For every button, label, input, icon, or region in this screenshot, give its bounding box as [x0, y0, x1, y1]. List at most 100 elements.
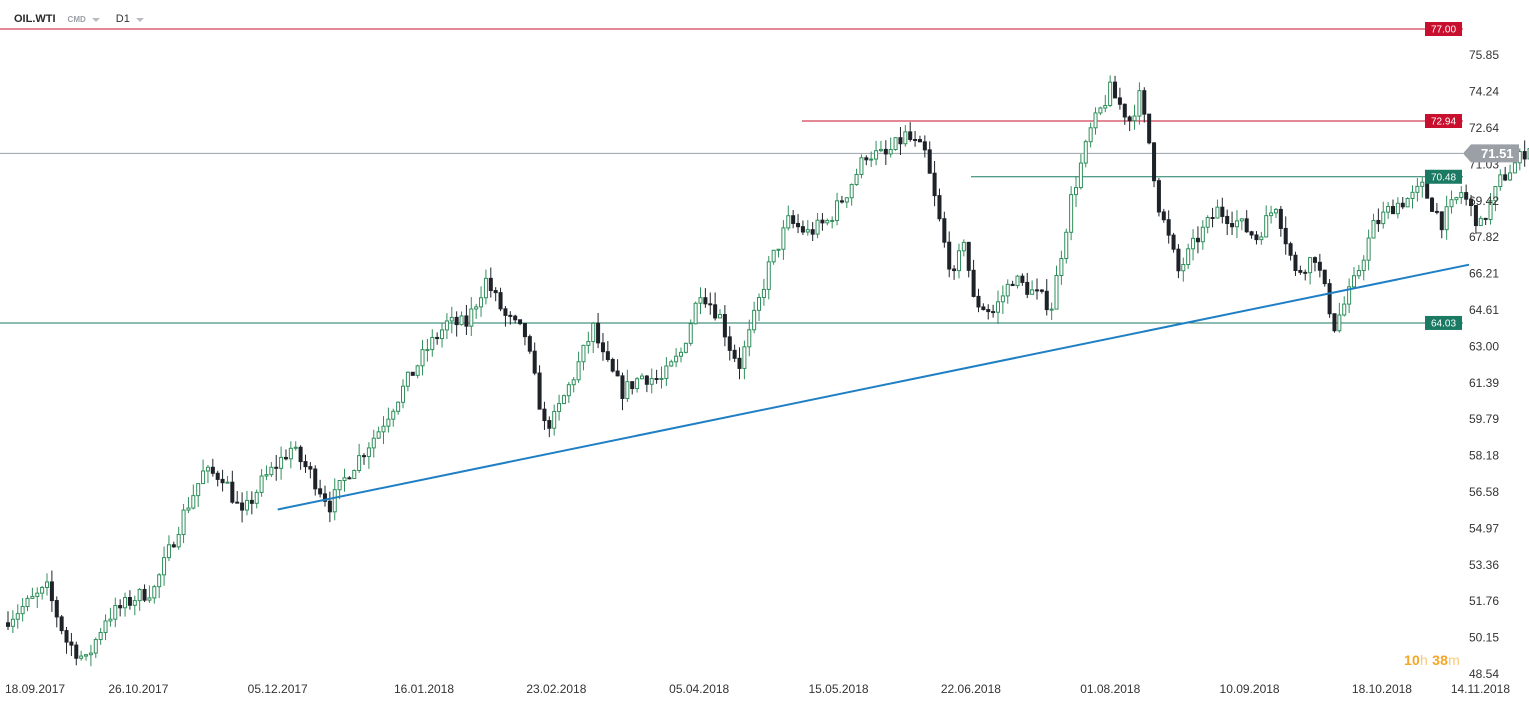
candle-body — [947, 241, 952, 270]
candle-body — [1317, 261, 1322, 271]
time-axis[interactable]: 18.09.2017 26.10.2017 05.12.2017 16.01.2018… — [5, 682, 1510, 696]
candle — [405, 371, 410, 392]
candle-body — [688, 323, 693, 344]
candle — [1039, 289, 1044, 294]
candle-body — [327, 500, 332, 513]
y-tick-label: 59.79 — [1469, 412, 1499, 426]
candle-body — [137, 588, 142, 602]
candle-body — [727, 336, 732, 351]
symbol-label[interactable]: OIL.WTI — [14, 13, 56, 25]
candle-body — [15, 613, 20, 620]
x-tick-label: 23.02.2018 — [526, 682, 586, 696]
level-tag: 64.03 — [1425, 315, 1462, 330]
candle-body — [357, 455, 362, 471]
candle — [386, 407, 391, 433]
candle-body — [410, 371, 415, 376]
candle-body — [805, 229, 810, 233]
candle-body — [1342, 303, 1347, 316]
candle-body — [1303, 271, 1308, 274]
candle — [10, 610, 15, 633]
candle — [1093, 107, 1098, 135]
candle — [1386, 202, 1391, 219]
candle — [498, 287, 503, 312]
candle-body — [1059, 257, 1064, 276]
candle — [225, 475, 230, 484]
candle-body — [1464, 192, 1469, 200]
candle — [1205, 215, 1210, 234]
candle — [98, 627, 103, 645]
candle-body — [1420, 181, 1425, 187]
candle — [903, 125, 908, 147]
candle-body — [10, 618, 15, 627]
candle — [342, 468, 347, 492]
candle-body — [230, 481, 235, 503]
candle — [157, 573, 162, 599]
candle — [854, 168, 859, 186]
trendline-layer[interactable] — [277, 263, 1470, 511]
candle-body — [35, 592, 40, 597]
candle-countdown: 10h 38m — [1404, 652, 1460, 668]
candle — [127, 590, 132, 610]
candle — [600, 333, 605, 361]
candle — [956, 243, 961, 279]
candle — [1444, 195, 1449, 240]
candle-body — [1074, 187, 1079, 196]
candle-body — [449, 316, 454, 322]
candle — [1312, 256, 1317, 272]
candle-body — [722, 314, 727, 338]
candle — [1449, 190, 1454, 214]
candle — [747, 319, 752, 357]
candle — [1074, 175, 1079, 208]
price-axis[interactable]: 75.8574.2472.6471.0369.4267.8266.2164.61… — [1469, 48, 1499, 681]
candle-body — [581, 344, 586, 363]
candle-body — [1283, 227, 1288, 245]
candle-body — [196, 483, 201, 497]
candle-body — [1278, 208, 1283, 229]
candle-body — [1512, 162, 1517, 174]
candle-body — [352, 469, 357, 479]
candle — [737, 347, 742, 380]
timeframe-dropdown-chevron-icon[interactable] — [135, 18, 144, 22]
candle — [1498, 169, 1503, 191]
candle-body — [1312, 257, 1317, 263]
candle — [357, 443, 362, 473]
timer-hours: 10 — [1404, 652, 1420, 668]
candle-body — [1410, 191, 1415, 199]
timeframe-label[interactable]: D1 — [115, 13, 130, 25]
candle — [976, 288, 981, 313]
candle — [1117, 87, 1122, 110]
candle — [220, 469, 225, 492]
candle-body — [737, 357, 742, 369]
candle-body — [1103, 105, 1108, 109]
candle-body — [459, 315, 464, 326]
candle — [1254, 231, 1259, 245]
candle-body — [1444, 206, 1449, 231]
market-dropdown-chevron-icon[interactable] — [91, 18, 100, 22]
candle — [1186, 243, 1191, 269]
candle — [162, 546, 167, 586]
x-tick-label: 05.04.2018 — [669, 682, 729, 696]
candle — [942, 211, 947, 248]
candle — [137, 588, 142, 611]
candle — [269, 462, 274, 478]
candle-body — [1322, 269, 1327, 285]
candle-body — [610, 359, 615, 372]
candle-body — [586, 341, 591, 346]
candle-body — [1181, 264, 1186, 272]
candle — [1010, 280, 1015, 287]
candle — [103, 614, 108, 641]
candle-body — [74, 644, 79, 659]
candle-body — [532, 350, 537, 374]
candle-body — [84, 654, 89, 657]
candle — [410, 371, 415, 376]
candle-body — [1078, 162, 1083, 189]
candle — [898, 127, 903, 155]
candle-body — [381, 425, 386, 433]
candle — [937, 188, 942, 222]
candle — [1288, 241, 1293, 261]
candle-body — [425, 349, 430, 352]
candle-body — [1473, 205, 1478, 227]
candle — [1166, 210, 1171, 244]
candle — [518, 319, 523, 326]
